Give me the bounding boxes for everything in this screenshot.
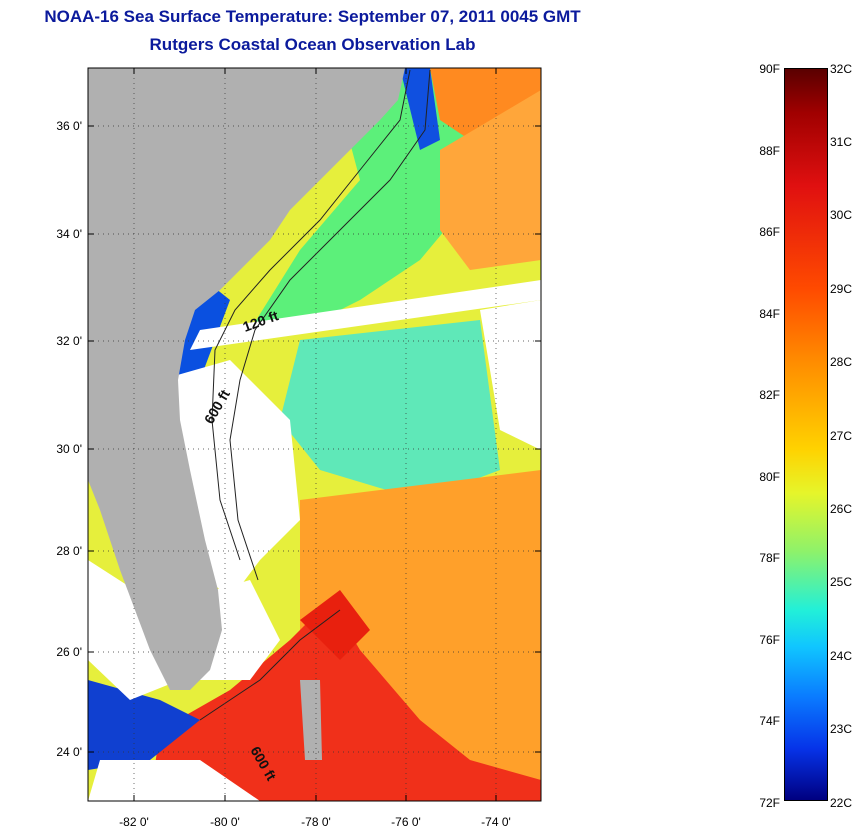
colorbar-c-label: 30C <box>830 208 853 222</box>
temperature-colorbar <box>784 68 828 801</box>
cool-water-mid <box>280 320 500 500</box>
lat-label: 28 0' <box>56 544 82 558</box>
lon-label: -78 0' <box>301 815 331 829</box>
colorbar-f-label: 86F <box>759 225 780 239</box>
colorbar-c-label: 28C <box>830 355 853 369</box>
colorbar-c-label: 29C <box>830 282 853 296</box>
land <box>88 68 405 690</box>
lon-label: -80 0' <box>210 815 240 829</box>
colorbar-f-label: 84F <box>759 307 780 321</box>
gulf-stream-south <box>150 600 541 801</box>
island <box>300 680 322 760</box>
colorbar-c-label: 23C <box>830 722 853 736</box>
colorbar-c-label: 22C <box>830 796 853 810</box>
colorbar-f-label: 80F <box>759 470 780 484</box>
map-title: NOAA-16 Sea Surface Temperature: Septemb… <box>44 7 581 26</box>
lon-label: -76 0' <box>391 815 421 829</box>
colorbar-f-label: 78F <box>759 551 780 565</box>
lat-label: 30 0' <box>56 442 82 456</box>
depth-contour-120 <box>211 69 411 561</box>
colorbar-c-label: 27C <box>830 429 853 443</box>
cold-nearshore <box>88 680 200 770</box>
colorbar-c-label: 26C <box>830 502 853 516</box>
colorbar-f-label: 74F <box>759 714 780 728</box>
cloud-swath <box>190 280 541 350</box>
lat-label: 26 0' <box>56 645 82 659</box>
colorbar-c-label: 32C <box>830 62 853 76</box>
depth-contour-600 <box>229 69 431 581</box>
colorbar-f-label: 82F <box>759 388 780 402</box>
lon-label: -74 0' <box>481 815 511 829</box>
colorbar-c-label: 24C <box>830 649 853 663</box>
warm-offshore-north <box>440 90 541 270</box>
map-subtitle: Rutgers Coastal Ocean Observation Lab <box>149 35 476 54</box>
gulf-stream-north <box>430 68 541 140</box>
graticule <box>88 68 541 801</box>
colorbar-f-label: 90F <box>759 62 780 76</box>
axis-ticks <box>88 68 541 801</box>
colorbar-f-label: 88F <box>759 144 780 158</box>
lat-label: 32 0' <box>56 334 82 348</box>
lat-label: 34 0' <box>56 227 82 241</box>
lat-label: 24 0' <box>56 745 82 759</box>
colorbar-c-label: 25C <box>830 575 853 589</box>
map-frame <box>87 67 542 802</box>
colorbar-f-label: 72F <box>759 796 780 810</box>
lat-label: 36 0' <box>56 119 82 133</box>
colorbar-f-label: 76F <box>759 633 780 647</box>
lon-label: -82 0' <box>119 815 149 829</box>
colorbar-c-label: 31C <box>830 135 853 149</box>
